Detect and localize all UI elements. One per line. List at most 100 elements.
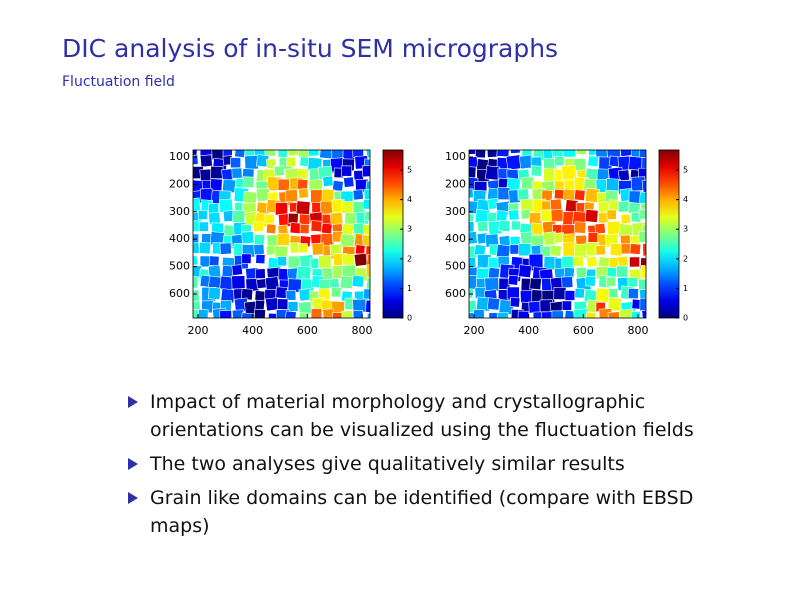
grain <box>319 200 334 215</box>
grain <box>242 176 255 189</box>
grain <box>541 189 553 202</box>
y-tick-label: 300 <box>169 205 190 218</box>
grain <box>510 220 521 231</box>
grain <box>563 266 575 279</box>
figure: 200 400 600 800 100 200 300 400 500 600 0 1 2 3 4 5 <box>169 149 412 337</box>
grain <box>627 276 638 288</box>
grain <box>240 312 256 318</box>
grain <box>330 286 342 298</box>
grain <box>318 278 331 291</box>
grain <box>641 309 646 318</box>
grain <box>285 320 296 331</box>
axes-frame <box>192 149 371 319</box>
grain <box>595 245 606 256</box>
grain <box>484 277 500 292</box>
grain <box>620 213 632 225</box>
grain <box>307 150 320 157</box>
y-tick-label: 200 <box>445 177 466 190</box>
grain <box>268 323 278 333</box>
y-tick-label: 600 <box>445 287 466 300</box>
grain <box>554 155 565 167</box>
grain <box>354 244 366 256</box>
grain <box>231 264 243 276</box>
grain <box>254 290 266 302</box>
grain <box>616 265 629 278</box>
grain <box>256 278 267 289</box>
grain <box>496 150 510 158</box>
grain <box>549 244 562 257</box>
grain <box>353 252 368 267</box>
grain <box>284 310 297 318</box>
grain <box>340 165 353 177</box>
grain <box>627 288 639 300</box>
colorbar-tick-label: 0 <box>683 314 688 323</box>
grain <box>497 324 509 336</box>
figure: 200 400 600 800 100 200 300 400 500 600 0 1 2 3 4 5 <box>445 149 688 337</box>
grain <box>641 157 646 171</box>
grain <box>554 323 566 335</box>
grain <box>274 202 288 216</box>
colorbar-tick-label: 5 <box>683 166 688 175</box>
grain <box>363 188 370 200</box>
grain <box>529 277 542 291</box>
grain <box>541 200 552 212</box>
grain <box>638 231 646 243</box>
grain <box>495 210 508 223</box>
y-tick-label: 500 <box>445 260 466 273</box>
grain <box>265 297 280 312</box>
grain <box>255 253 266 265</box>
grain <box>264 213 275 225</box>
grain <box>641 179 646 195</box>
grain <box>606 209 617 220</box>
grain <box>352 150 364 158</box>
grain <box>193 242 200 254</box>
x-tick-label: 800 <box>628 324 649 337</box>
colorbar-tick-label: 4 <box>407 195 412 204</box>
grain <box>361 234 370 247</box>
colorbar <box>658 149 680 319</box>
y-tick-label: 500 <box>169 260 190 273</box>
grain <box>207 286 222 300</box>
grain <box>553 286 567 300</box>
bullet: Grain like domains can be identified (co… <box>126 484 726 540</box>
grain <box>319 320 331 332</box>
figures: 200 400 600 800 100 200 300 400 500 600 0 1 2 3 4 5 200 4… <box>169 149 688 337</box>
grain <box>310 308 323 318</box>
grain <box>310 220 323 233</box>
grain <box>219 310 233 318</box>
grain <box>619 150 634 157</box>
grain <box>311 242 325 256</box>
x-tick-label: 400 <box>242 324 263 337</box>
grain <box>332 180 344 192</box>
grain <box>212 321 224 333</box>
grain <box>639 297 646 312</box>
colorbar-tick-label: 1 <box>407 284 412 293</box>
grain <box>574 288 585 299</box>
grain <box>562 150 576 158</box>
grain <box>509 296 521 308</box>
grain <box>276 298 289 310</box>
grain <box>520 176 535 190</box>
grain <box>629 256 640 268</box>
grain <box>244 155 259 170</box>
colorbar-tick-label: 4 <box>683 195 688 204</box>
grain <box>265 223 277 235</box>
grain <box>477 221 489 233</box>
y-tick-label: 300 <box>445 205 466 218</box>
grain <box>473 309 485 318</box>
grain <box>486 297 501 311</box>
grain <box>630 310 642 318</box>
grain <box>561 276 574 289</box>
grain <box>584 209 599 223</box>
grain <box>642 242 646 257</box>
grain <box>562 188 576 202</box>
grain <box>554 180 565 191</box>
grain <box>584 275 596 287</box>
grain <box>286 156 297 168</box>
grain <box>617 324 627 334</box>
grain <box>469 231 478 245</box>
grain <box>553 189 565 200</box>
grain <box>231 321 241 331</box>
grain <box>576 150 588 156</box>
